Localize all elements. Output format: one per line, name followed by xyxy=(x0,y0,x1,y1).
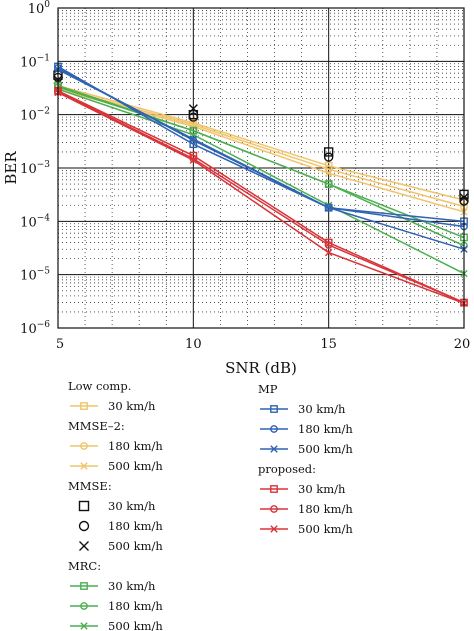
legend-label: 500 km/h xyxy=(298,522,353,536)
data-point-circle xyxy=(324,241,333,249)
legend-title: MRC: xyxy=(68,559,101,573)
data-point-x xyxy=(189,156,198,164)
x-tick-label: 10 xyxy=(185,337,202,352)
legend-label: 30 km/h xyxy=(108,579,156,593)
data-point-square xyxy=(270,405,278,413)
legend-label: 500 km/h xyxy=(108,539,163,553)
x-tick-label: 20 xyxy=(454,337,471,352)
data-point-square xyxy=(78,500,90,512)
data-point-x xyxy=(188,104,198,114)
y-tick-labels: 100 10−1 10−2 10−3 10−4 10−5 10−6 xyxy=(20,0,50,337)
data-point-x xyxy=(324,248,333,257)
legend-label: 180 km/h xyxy=(298,422,353,436)
data-point-x xyxy=(324,204,333,212)
legend-label: 180 km/h xyxy=(298,502,353,516)
data-point-circle xyxy=(270,505,278,513)
data-point-x xyxy=(189,135,198,143)
plot-frame xyxy=(57,7,465,329)
series-line xyxy=(57,88,465,213)
data-point-x xyxy=(79,541,89,551)
legend-label: 500 km/h xyxy=(108,459,163,473)
legend-label: 30 km/h xyxy=(108,399,156,413)
y-tick-label: 10−5 xyxy=(20,267,50,284)
legend-label: 180 km/h xyxy=(108,519,163,533)
legend-title: MMSE: xyxy=(68,479,112,493)
data-point-circle xyxy=(78,520,90,532)
data-point-x xyxy=(270,525,278,533)
y-tick-label: 10−1 xyxy=(20,53,50,70)
legend-title: MMSE–2: xyxy=(68,419,125,433)
series-line xyxy=(57,86,465,247)
series-line xyxy=(57,90,465,304)
data-point-square xyxy=(270,485,278,493)
legend-label: 180 km/h xyxy=(108,439,163,453)
x-tick-label: 5 xyxy=(56,337,64,352)
data-point-square xyxy=(323,147,334,157)
legend-label: 180 km/h xyxy=(108,599,163,613)
y-tick-label: 100 xyxy=(28,0,51,17)
y-tick-label: 10−3 xyxy=(20,160,50,177)
series-line xyxy=(57,88,465,275)
data-point-square xyxy=(80,402,88,410)
plot-series xyxy=(53,62,469,308)
legend: Low comp. 30 km/h MMSE–2: 180 km/h 500 km/h M… xyxy=(68,379,353,631)
x-tick-labels: 5 10 15 20 xyxy=(56,337,470,352)
data-point-x xyxy=(80,462,88,470)
y-tick-label: 10−4 xyxy=(20,213,50,230)
data-point-circle xyxy=(188,112,199,122)
data-point-circle xyxy=(80,602,88,610)
data-point-x xyxy=(80,622,88,630)
data-point-x xyxy=(324,169,333,177)
data-point-circle xyxy=(324,180,333,188)
data-point-circle xyxy=(80,442,88,450)
data-point-circle xyxy=(324,203,333,212)
series-line xyxy=(57,91,465,305)
legend-label: 500 km/h xyxy=(108,619,163,631)
x-axis-label: SNR (dB) xyxy=(225,359,297,377)
legend-label: 30 km/h xyxy=(298,402,346,416)
data-point-square xyxy=(80,582,88,590)
series-line xyxy=(57,90,465,304)
y-tick-label: 10−6 xyxy=(20,320,50,337)
series-line xyxy=(57,68,465,250)
legend-label: 500 km/h xyxy=(298,442,353,456)
legend-title: Low comp. xyxy=(68,379,131,393)
data-point-x xyxy=(270,445,278,453)
y-axis-label: BER xyxy=(2,151,20,185)
data-point-circle xyxy=(323,152,334,162)
legend-title: MP xyxy=(258,382,278,396)
y-tick-label: 10−2 xyxy=(20,107,50,124)
x-tick-label: 15 xyxy=(320,337,337,352)
legend-title: proposed: xyxy=(258,462,316,476)
legend-label: 30 km/h xyxy=(108,499,156,513)
series-line xyxy=(57,65,465,223)
data-point-circle xyxy=(270,425,278,433)
legend-label: 30 km/h xyxy=(298,482,346,496)
